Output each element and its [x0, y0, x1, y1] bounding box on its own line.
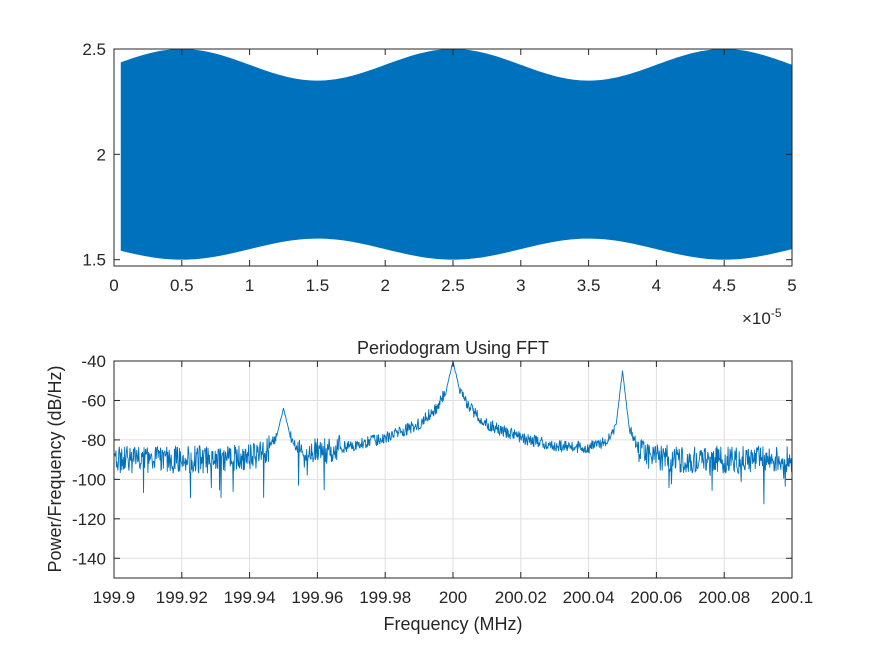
signal-x-tick-label: 0.5 — [170, 276, 194, 295]
periodogram-axes: 199.9 199.92 199.94 199.96 199.98 200 200.02 20… — [45, 338, 813, 634]
periodogram-y-tick-label: -120 — [72, 510, 106, 529]
signal-x-tick-label: 3 — [516, 276, 525, 295]
periodogram-x-axis-label: Frequency (MHz) — [383, 614, 522, 634]
periodogram-x-tick-label: 199.94 — [224, 588, 276, 607]
periodogram-x-tick-label: 199.9 — [93, 588, 136, 607]
signal-y-tick-label: 2 — [97, 145, 106, 164]
signal-x-exponent: ×10-5 — [742, 306, 782, 328]
periodogram-x-tick-label: 200.06 — [630, 588, 682, 607]
signal-x-tick-label: 4 — [652, 276, 661, 295]
signal-x-tick-label: 2 — [380, 276, 389, 295]
signal-envelope-layer — [120, 49, 792, 260]
signal-x-tick-label: 1 — [245, 276, 254, 295]
signal-x-tick-label: 3.5 — [577, 276, 601, 295]
periodogram-x-tick-label: 200.04 — [563, 588, 615, 607]
periodogram-title: Periodogram Using FFT — [357, 338, 549, 358]
signal-envelope — [120, 49, 792, 260]
periodogram-x-tick-label: 199.92 — [156, 588, 208, 607]
periodogram-y-tick-label: -140 — [72, 549, 106, 568]
periodogram-ticks: 199.9 199.92 199.94 199.96 199.98 200 200.02 20… — [72, 352, 813, 607]
periodogram-y-tick-label: -60 — [81, 391, 106, 410]
periodogram-y-tick-label: -100 — [72, 470, 106, 489]
signal-y-tick-label: 2.5 — [82, 40, 106, 59]
periodogram-x-tick-label: 200.02 — [495, 588, 547, 607]
periodogram-x-tick-label: 200.08 — [698, 588, 750, 607]
signal-x-tick-label: 5 — [787, 276, 796, 295]
signal-ticks: 0 0.5 1 1.5 2 2.5 3 3.5 4 4.5 5 1.5 2 2.5 — [82, 40, 796, 295]
signal-y-tick-label: 1.5 — [82, 251, 106, 270]
periodogram-y-tick-label: -80 — [81, 431, 106, 450]
periodogram-x-tick-label: 199.98 — [359, 588, 411, 607]
periodogram-y-axis-label: Power/Frequency (dB/Hz) — [45, 365, 65, 572]
periodogram-x-tick-label: 200.1 — [771, 588, 814, 607]
periodogram-y-tick-label: -40 — [81, 352, 106, 371]
periodogram-x-tick-label: 199.96 — [291, 588, 343, 607]
signal-x-tick-label: 4.5 — [712, 276, 736, 295]
signal-x-tick-label: 0 — [109, 276, 118, 295]
signal-x-tick-label: 1.5 — [306, 276, 330, 295]
signal-x-tick-label: 2.5 — [441, 276, 465, 295]
signal-axes: 0 0.5 1 1.5 2 2.5 3 3.5 4 4.5 5 1.5 2 2.5 ×10-5 — [82, 40, 796, 328]
periodogram-x-tick-label: 200 — [439, 588, 467, 607]
